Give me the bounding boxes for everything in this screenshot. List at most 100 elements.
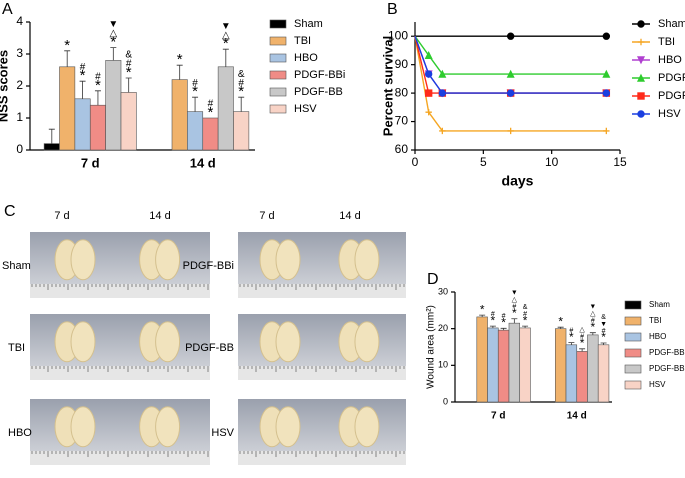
series-line [414,35,607,94]
significance-mark: * [110,34,116,51]
bar [187,111,204,151]
legend-label: PDGF-BB [658,90,685,102]
error-bar [568,342,575,345]
panel-label: B [387,1,398,18]
error-bar [500,327,507,331]
photo [30,314,210,380]
bar [43,143,60,151]
point [438,69,447,78]
point [602,69,611,78]
significance-mark: * [208,104,214,121]
brain [70,321,96,363]
brain [354,321,380,363]
legend-swatch [269,53,287,63]
bar [554,328,567,403]
ruler [238,366,406,380]
significance-mark: * [238,83,244,100]
point [506,89,515,97]
ruler-ticks [239,284,405,290]
column-label: 7 d [54,210,69,222]
significance-mark: # [512,304,516,311]
ruler-ticks [31,366,209,372]
bar [487,327,499,403]
error-bar [557,326,564,329]
error-bar [238,96,245,112]
legend-marker [636,56,646,65]
ruler-ticks [31,451,209,457]
x-tick-label: 14 d [190,155,216,170]
y-tick-label: 10 [438,360,448,370]
y-tick-label: 0 [443,396,448,406]
y-tick-label: 100 [388,28,408,42]
bar [217,66,234,151]
bar [597,344,610,403]
significance-mark: # [602,328,606,335]
legend-label: Sham [649,300,670,309]
significance-mark: ▼ [589,304,596,311]
significance-mark: & [238,69,245,80]
bar [171,79,188,151]
bar [576,351,588,403]
point [438,89,447,97]
bar [233,111,250,151]
significance-mark: * [177,51,183,68]
significance-mark: △ [590,311,596,318]
x-tick-label: 15 [613,155,627,169]
point [507,127,514,135]
legend-swatch [269,19,287,29]
y-tick-label: 70 [395,114,409,128]
legend-label: PDGF-BBi [294,69,345,81]
significance-mark: * [80,67,86,84]
series-line [414,36,607,132]
x-tick-label: 0 [412,155,419,169]
significance-mark: * [64,37,70,54]
legend-marker [637,38,645,46]
brain [275,406,301,448]
legend-swatch [624,364,642,374]
legend-label: HBO [294,52,318,64]
significance-mark: & [125,50,132,61]
significance-mark: * [601,330,606,344]
y-tick-label: 0 [16,142,23,156]
column-label: 14 d [149,210,170,222]
row-label: PDGF-BB [185,342,234,354]
significance-mark: * [126,64,132,81]
legend-marker [636,73,646,82]
point [439,127,446,135]
series-line [414,36,607,94]
legend-label: HSV [658,108,681,120]
y-axis-label: Percent survival [380,36,395,136]
significance-mark: * [591,320,596,334]
legend-swatch [269,104,287,114]
error-bar [125,77,132,93]
legend-swatch [624,300,642,310]
significance-mark: ▼ [221,21,231,32]
column-label: 14 d [339,210,360,222]
legend-label: TBI [294,35,311,47]
legend-swatch [624,332,642,342]
panel-label: D [427,271,439,288]
significance-mark: # [80,62,86,73]
significance-mark: # [491,311,495,318]
legend-swatch [269,87,287,97]
error-bar [589,332,596,335]
y-tick-label: 4 [16,14,23,28]
legend-marker [637,92,645,100]
error-bar [192,96,199,112]
significance-mark: # [238,78,244,89]
series-line [414,35,607,75]
error-bar [64,50,71,67]
ruler-ticks [239,366,405,372]
significance-mark: ▼ [511,290,518,297]
significance-mark: # [95,71,101,82]
row-label: Sham [2,260,31,272]
significance-mark: * [569,330,574,344]
significance-mark: & [601,314,606,321]
point [425,108,432,116]
error-bar [522,325,529,328]
y-tick-label: 90 [395,57,409,71]
significance-mark: * [558,314,563,328]
significance-mark: * [480,302,485,316]
bar [519,327,531,403]
